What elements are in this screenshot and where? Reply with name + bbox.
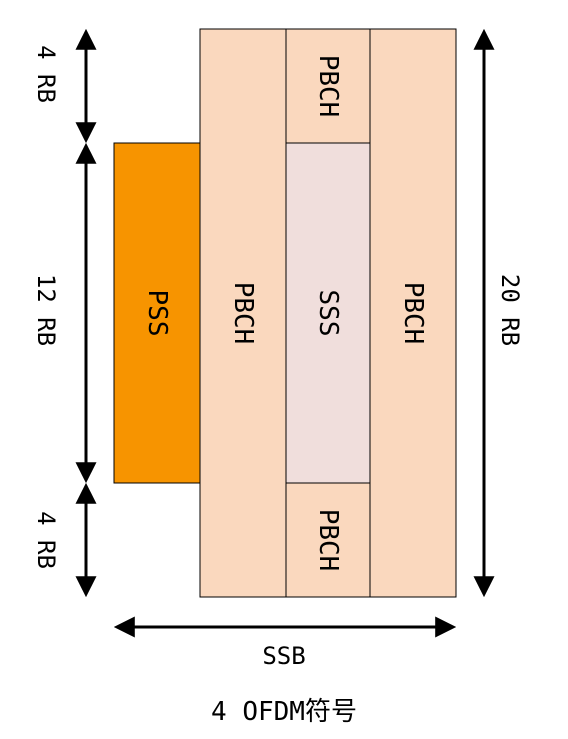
pbch-left-label: PBCH bbox=[228, 282, 258, 345]
top-rb-label: 4 RB bbox=[32, 45, 60, 103]
pbch-top-label: PBCH bbox=[313, 55, 343, 118]
pbch-right-block bbox=[369, 28, 457, 598]
ssb-label: SSB bbox=[262, 642, 305, 670]
pbch-bottom-label: PBCH bbox=[313, 509, 343, 572]
bottom-rb-label: 4 RB bbox=[32, 511, 60, 569]
pss-block bbox=[113, 142, 201, 484]
pss-label: PSS bbox=[142, 290, 172, 337]
middle-rb-label: 12 RB bbox=[32, 274, 60, 346]
pbch-bottom-block bbox=[285, 482, 371, 598]
pbch-top-block bbox=[285, 28, 371, 144]
pbch-left-block bbox=[199, 28, 287, 598]
sss-block bbox=[285, 142, 371, 484]
pbch-right-label: PBCH bbox=[398, 282, 428, 345]
ofdm-symbols-label: 4 OFDM符号 bbox=[211, 697, 357, 727]
sss-label: SSS bbox=[313, 290, 343, 337]
total-rb-label: 20 RB bbox=[496, 274, 524, 346]
